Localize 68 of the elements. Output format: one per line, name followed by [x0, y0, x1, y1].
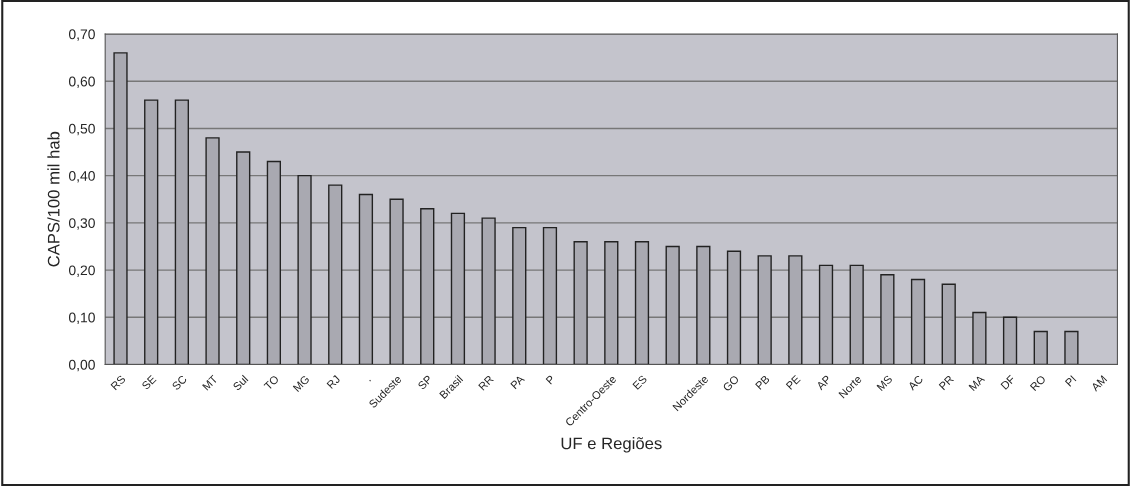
bar	[236, 151, 251, 365]
bar	[328, 184, 343, 365]
bar	[205, 137, 220, 365]
x-tick-label: SC	[171, 374, 188, 391]
x-tick-label: TO	[263, 374, 280, 391]
x-tick-label: RS	[110, 374, 126, 391]
x-tick-label: RO	[1029, 374, 1047, 392]
x-tick-label: DF	[1000, 374, 1016, 390]
bar	[880, 274, 895, 365]
bar	[849, 264, 864, 365]
x-tick-label: PR	[938, 374, 955, 391]
x-tick-label: PB	[755, 374, 770, 390]
x-tick-label: .	[369, 379, 371, 382]
bar	[1002, 316, 1018, 365]
bar	[420, 208, 435, 365]
x-tick-label: P	[545, 374, 556, 385]
x-tick-label: MS	[876, 374, 893, 392]
bar	[174, 99, 190, 365]
x-tick-label: ES	[632, 374, 648, 390]
bar	[481, 217, 496, 365]
x-tick-label: MA	[968, 374, 986, 392]
y-tick-label: 0,30	[68, 218, 95, 230]
bar	[358, 193, 374, 365]
bar	[389, 198, 404, 365]
bar	[634, 241, 650, 365]
bar	[512, 226, 527, 365]
x-tick-label: MT	[202, 374, 219, 391]
y-tick-label: 0,40	[68, 170, 95, 183]
bar	[665, 245, 680, 365]
bar	[1033, 330, 1048, 365]
x-tick-label: PA	[510, 374, 525, 390]
y-tick-label: 0,20	[68, 265, 95, 277]
x-tick-label: RJ	[326, 375, 341, 389]
bar	[757, 255, 772, 365]
bar	[144, 99, 159, 365]
bar	[818, 264, 834, 365]
x-tick-label: Sul	[232, 374, 249, 391]
y-tick-label: 0,60	[68, 76, 95, 89]
y-tick-label: 0,10	[68, 312, 95, 325]
x-tick-label: SE	[141, 374, 157, 391]
bar	[972, 311, 987, 365]
x-tick-label: PI	[1064, 375, 1077, 387]
bar	[266, 160, 282, 365]
x-tick-label: RR	[478, 374, 494, 391]
x-tick-label: MG	[292, 375, 310, 392]
x-tick-label: PE	[785, 374, 801, 390]
bar	[941, 283, 956, 365]
bar	[1064, 330, 1079, 365]
x-tick-label: AM	[1090, 375, 1108, 392]
bar	[297, 174, 312, 365]
bar	[450, 212, 466, 365]
x-tick-label: SP	[417, 374, 433, 391]
bar	[542, 226, 558, 365]
bar	[726, 250, 742, 365]
bar	[573, 241, 588, 365]
bar	[696, 245, 711, 365]
x-tick-label: AP	[815, 374, 832, 391]
y-tick-label: 0,00	[68, 359, 95, 372]
x-tick-label: AC	[907, 374, 924, 391]
y-axis-title: CAPS/100 mil hab	[47, 131, 60, 267]
bar	[113, 52, 128, 365]
x-axis-title: UF e Regiões	[561, 437, 662, 453]
bar	[788, 255, 803, 365]
bar	[604, 241, 619, 365]
x-tick-label: GO	[722, 374, 740, 392]
y-tick-label: 0,50	[68, 123, 95, 136]
bar	[910, 278, 926, 365]
y-tick-label: 0,70	[68, 29, 95, 41]
